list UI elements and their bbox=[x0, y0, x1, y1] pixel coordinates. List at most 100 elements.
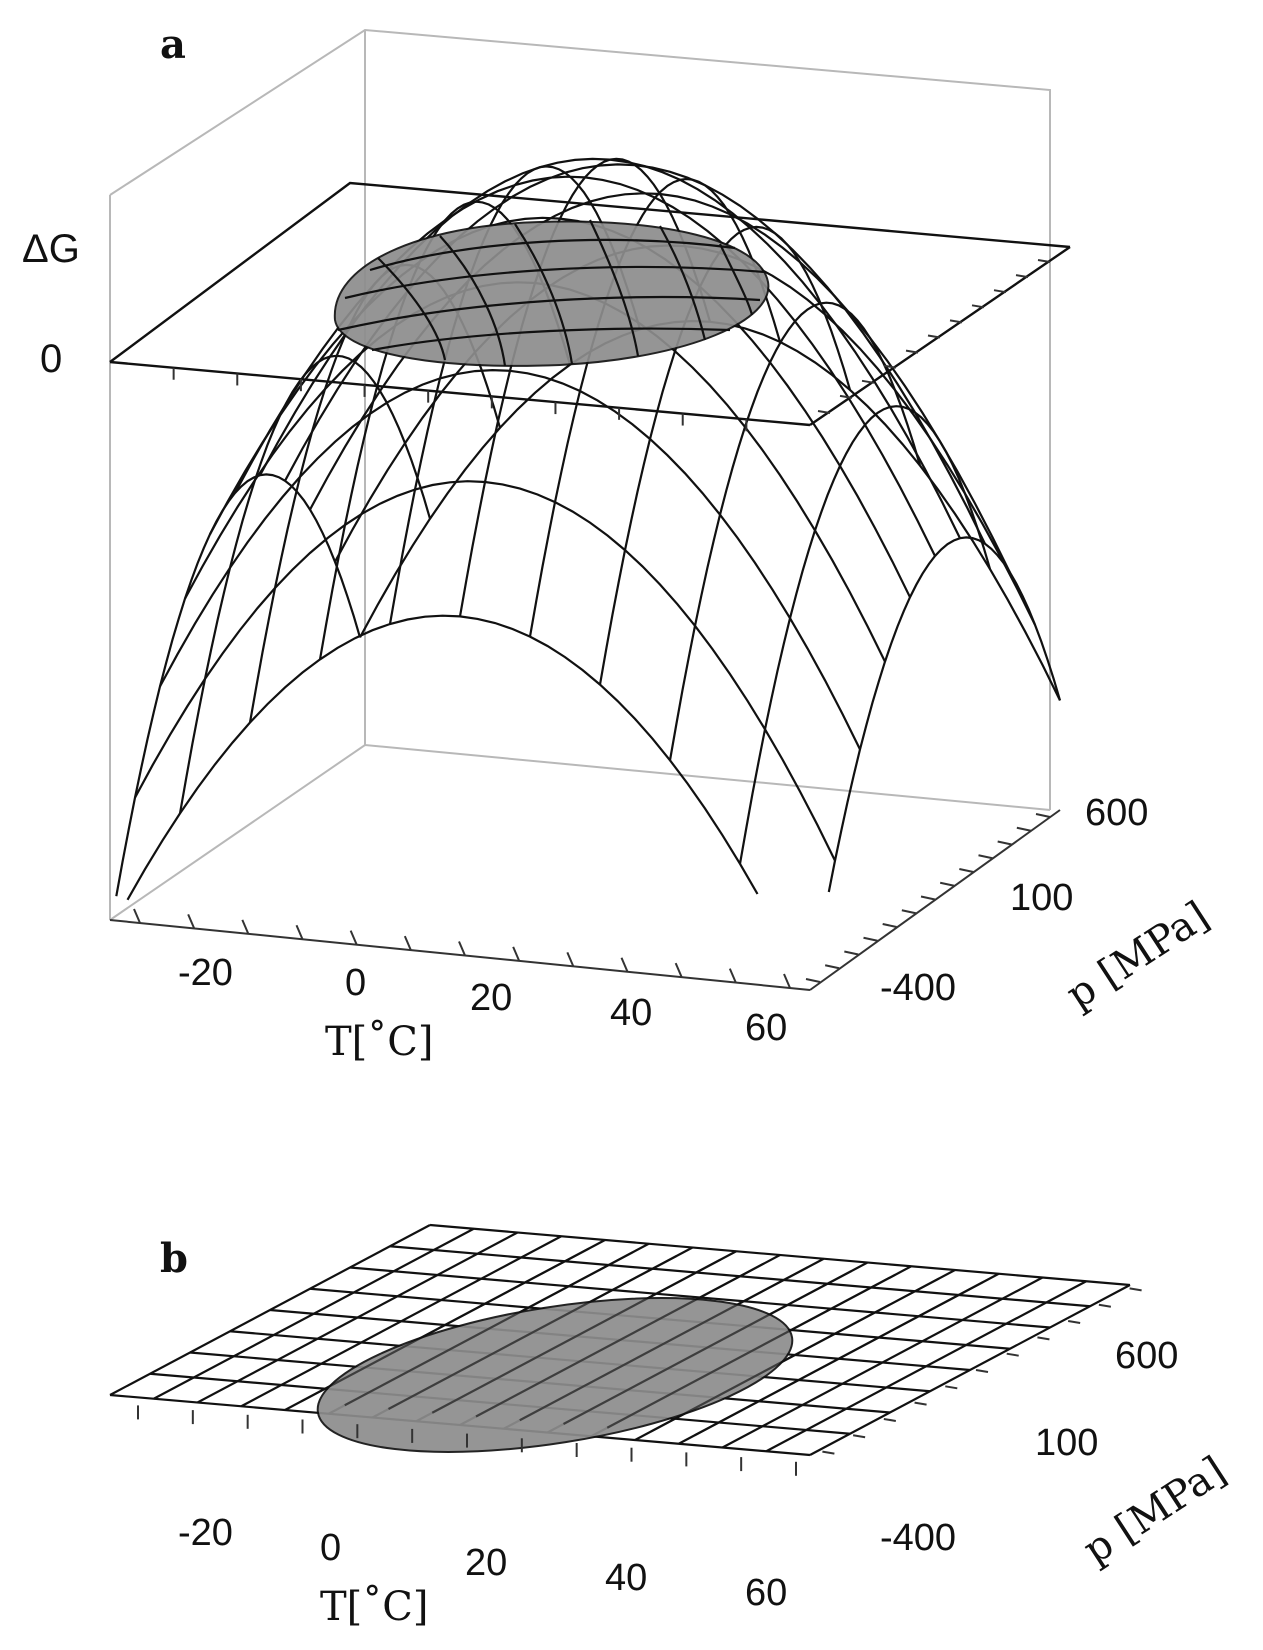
mesh-line-t bbox=[668, 301, 922, 761]
y-tick bbox=[1037, 1336, 1050, 1341]
y-tick bbox=[945, 1385, 958, 1390]
y-tick bbox=[844, 950, 859, 956]
x-tick-label: 40 bbox=[605, 1557, 647, 1599]
y-tick-label: -400 bbox=[880, 1517, 956, 1559]
x-axis-label: T[˚C] bbox=[320, 1584, 429, 1630]
panel-b: b -20 0 20 40 60 T[˚C] 600 100 -400 p [M… bbox=[109, 1223, 1234, 1630]
x-tick bbox=[133, 908, 141, 924]
x-tick-label: -20 bbox=[178, 952, 233, 994]
y-tick bbox=[1006, 1352, 1019, 1357]
grid-overlay-t bbox=[694, 1281, 984, 1437]
grid-overlay-t bbox=[344, 1251, 634, 1407]
y-tick bbox=[914, 1401, 927, 1406]
y-axis-label: p [MPa] bbox=[1058, 893, 1217, 1018]
panel-b-letter: b bbox=[160, 1235, 188, 1282]
mesh-line-t bbox=[178, 354, 432, 814]
zero-plane-front bbox=[109, 360, 811, 427]
cap-grid-line bbox=[719, 243, 754, 316]
y-tick bbox=[920, 895, 936, 901]
x-tick bbox=[620, 957, 629, 973]
grid-overlay-t bbox=[519, 1266, 809, 1422]
y-tick bbox=[978, 854, 993, 860]
panel-a: a ΔG 0 -20 0 bbox=[22, 21, 1217, 1065]
cap-grid-line bbox=[589, 219, 640, 357]
y-tick bbox=[1035, 813, 1051, 818]
mesh-line-p bbox=[159, 368, 861, 750]
mesh-line-p bbox=[134, 480, 836, 862]
x-tick-label: 20 bbox=[465, 1542, 507, 1584]
y-tick bbox=[863, 936, 878, 942]
plane-tick bbox=[905, 349, 919, 354]
cap-grid-line bbox=[369, 238, 736, 272]
x-tick bbox=[566, 951, 575, 967]
y-tick-label: 100 bbox=[1035, 1422, 1098, 1464]
z-axis-label: ΔG bbox=[22, 227, 80, 271]
y-tick bbox=[1129, 1287, 1142, 1292]
y-tick-label: 600 bbox=[1115, 1335, 1178, 1377]
panel-a-letter: a bbox=[160, 21, 186, 68]
y-tick bbox=[882, 923, 897, 928]
grid-overlay-t bbox=[606, 1273, 896, 1429]
y-tick bbox=[959, 868, 974, 873]
y-tick bbox=[883, 1417, 897, 1422]
z-zero-label: 0 bbox=[40, 337, 62, 381]
grid-overlay-t bbox=[475, 1262, 765, 1418]
plane-tick bbox=[861, 379, 875, 384]
y-axis-line bbox=[809, 809, 1061, 991]
y-tick bbox=[852, 1434, 866, 1439]
cap-grid-line bbox=[659, 225, 707, 341]
cap-grid-line bbox=[371, 327, 731, 352]
grid-overlay-t bbox=[431, 1258, 721, 1414]
x-tick-label: 60 bbox=[745, 1572, 787, 1614]
x-tick bbox=[512, 946, 521, 962]
x-tick-label: 0 bbox=[345, 962, 366, 1004]
y-tick bbox=[1016, 826, 1032, 832]
y-tick-label: -400 bbox=[880, 967, 956, 1009]
tp-plane-grid-overlay bbox=[300, 1247, 984, 1437]
x-tick-label: 20 bbox=[470, 977, 512, 1019]
cap-grid-line bbox=[514, 223, 574, 365]
y-tick bbox=[901, 909, 917, 915]
plane-tick bbox=[1015, 274, 1029, 279]
positive-region-cap bbox=[333, 219, 770, 367]
plane-tick bbox=[927, 334, 941, 339]
y-tick bbox=[824, 964, 840, 970]
x-tick bbox=[783, 973, 791, 989]
x-tick-label: -20 bbox=[178, 1512, 233, 1554]
x-tick bbox=[241, 919, 250, 935]
x-tick bbox=[295, 924, 304, 940]
x-axis-line bbox=[109, 919, 811, 991]
grid-line-p bbox=[429, 1223, 1131, 1287]
y-tick bbox=[1067, 1320, 1081, 1325]
grid-overlay-t bbox=[562, 1270, 853, 1425]
panel-a-box bbox=[109, 28, 1051, 921]
x-tick bbox=[403, 935, 412, 951]
plane-tick bbox=[993, 289, 1007, 294]
cap-grid-line bbox=[337, 295, 761, 332]
grid-overlay-t bbox=[300, 1247, 590, 1403]
y-tick-label: 600 bbox=[1085, 792, 1148, 834]
zero-plane bbox=[109, 181, 1071, 432]
plane-tick bbox=[839, 394, 853, 399]
mesh-line-p bbox=[126, 614, 759, 901]
y-tick bbox=[975, 1369, 989, 1373]
plane-tick bbox=[949, 319, 963, 324]
y-tick bbox=[1098, 1303, 1112, 1308]
x-tick bbox=[458, 941, 466, 956]
box-floor-back bbox=[109, 743, 1051, 921]
zero-plane-back bbox=[109, 181, 1071, 363]
panel-a-y-axis bbox=[805, 809, 1061, 991]
x-tick bbox=[349, 930, 358, 946]
box-back-top bbox=[109, 28, 1051, 810]
mesh-line-t bbox=[115, 473, 362, 897]
x-tick bbox=[187, 914, 196, 929]
x-tick bbox=[674, 962, 683, 978]
x-tick bbox=[728, 968, 737, 983]
plane-tick bbox=[883, 364, 897, 369]
plane-tick bbox=[817, 410, 831, 414]
panel-b-ticks bbox=[137, 1287, 1142, 1476]
y-tick bbox=[997, 840, 1012, 846]
mesh-line-t bbox=[827, 536, 1062, 893]
cap-grid-line bbox=[377, 257, 447, 361]
